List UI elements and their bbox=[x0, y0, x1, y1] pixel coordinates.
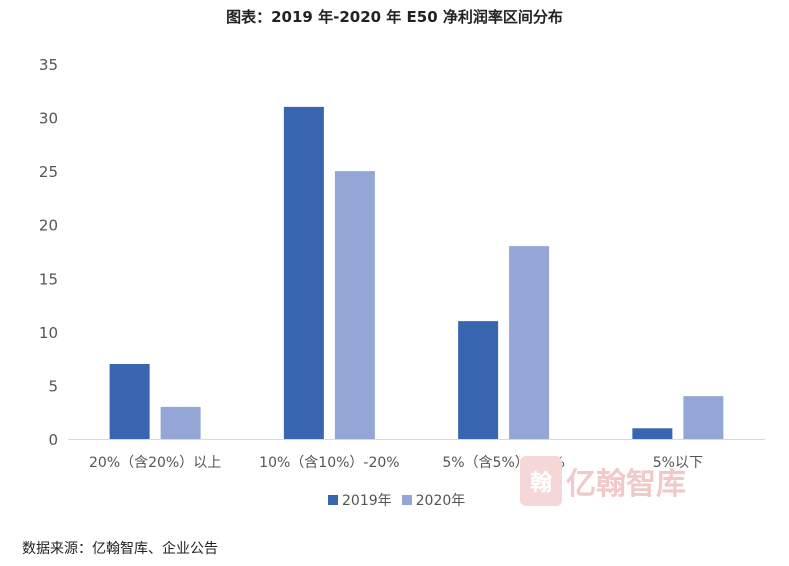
bar-2019年-0 bbox=[109, 364, 150, 439]
watermark: 翰 亿翰智库 bbox=[520, 456, 686, 506]
bar-2019年-1 bbox=[283, 106, 324, 439]
watermark-text: 亿翰智库 bbox=[566, 467, 686, 502]
legend-item-2019: 2019年 bbox=[328, 490, 392, 510]
legend: 2019年 2020年 bbox=[328, 490, 465, 510]
y-tick-label: 15 bbox=[39, 270, 58, 288]
bar-2020年-3 bbox=[683, 396, 724, 439]
y-tick-label: 10 bbox=[39, 324, 58, 342]
y-tick-label: 20 bbox=[39, 217, 58, 235]
bar-2020年-2 bbox=[509, 246, 550, 439]
legend-label: 2019年 bbox=[342, 493, 392, 509]
x-tick-label: 20%（含20%）以上 bbox=[89, 455, 221, 471]
watermark-logo: 翰 bbox=[520, 456, 562, 506]
x-tick-label: 10%（含10%）-20% bbox=[259, 455, 399, 471]
legend-item-2020: 2020年 bbox=[401, 490, 466, 510]
legend-label: 2020年 bbox=[415, 493, 466, 509]
bar-2019年-3 bbox=[632, 428, 673, 439]
bar-2019年-2 bbox=[458, 321, 499, 439]
legend-swatch bbox=[401, 495, 412, 505]
y-tick-label: 35 bbox=[39, 56, 58, 74]
bar-2020年-1 bbox=[334, 171, 375, 439]
x-tick-label: 5%以下 bbox=[653, 455, 703, 471]
y-tick-label: 0 bbox=[48, 431, 58, 449]
legend-swatch bbox=[328, 495, 338, 505]
bar-2020年-0 bbox=[160, 406, 201, 439]
chart-title: 图表：2019 年-2020 年 E50 净利润率区间分布 bbox=[226, 8, 563, 26]
y-tick-label: 25 bbox=[39, 163, 58, 181]
y-tick-label: 30 bbox=[39, 110, 58, 128]
source-note: 数据来源：亿翰智库、企业公告 bbox=[22, 541, 218, 557]
y-tick-label: 5 bbox=[48, 377, 58, 395]
